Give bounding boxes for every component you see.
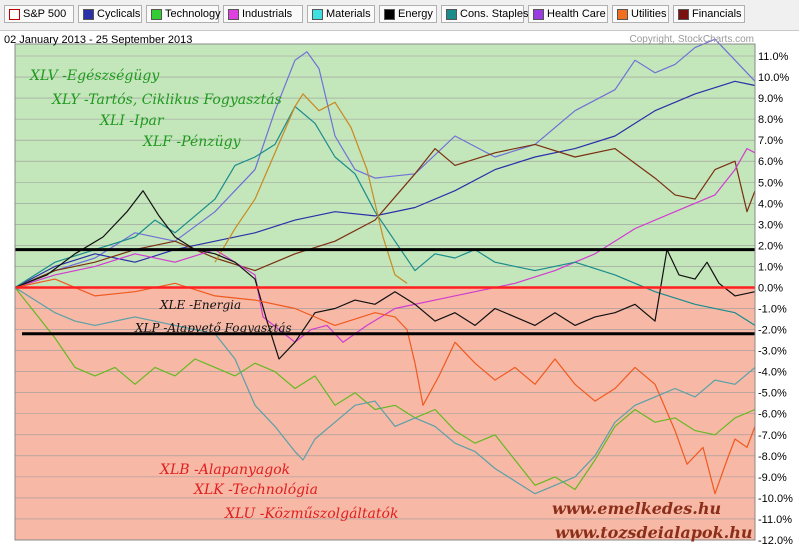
- chart-legend: S&P 500 Cyclicals Technology Industrials Mat…: [0, 0, 799, 31]
- y-tick-label: -1.0%: [758, 304, 787, 316]
- y-tick-label: -7.0%: [758, 430, 787, 442]
- legend-label: Cyclicals: [97, 8, 141, 20]
- y-tick-label: -10.0%: [758, 493, 793, 505]
- y-tick-label: 9.0%: [758, 93, 783, 105]
- legend-swatch: [312, 9, 323, 20]
- y-tick-label: 10.0%: [758, 72, 789, 84]
- legend-label: Energy: [398, 8, 433, 20]
- y-tick-label: 2.0%: [758, 240, 783, 252]
- legend-swatch: [228, 9, 239, 20]
- legend-label: S&P 500: [23, 8, 67, 20]
- series-line-materials: [14, 286, 756, 495]
- legend-swatch: [9, 9, 20, 20]
- legend-label: Industrials: [242, 8, 293, 20]
- y-axis-ticks: 11.0% 10.0% 9.0% 8.0% 7.0% 6.0% 5.0% 4.0% 3.0% 2.…: [758, 51, 793, 545]
- y-tick-label: -3.0%: [758, 346, 787, 358]
- y-tick-label: -8.0%: [758, 451, 787, 463]
- annotation-label: XLU -Közműszolgáltatók: [224, 506, 398, 522]
- series-line-financials: [14, 143, 756, 289]
- y-tick-label: 11.0%: [758, 51, 789, 63]
- positive-region: [15, 44, 755, 288]
- series-line-cyclicals: [14, 80, 756, 289]
- annotation-label: XLI -Ipar: [99, 113, 165, 129]
- y-tick-label: -5.0%: [758, 388, 787, 400]
- y-tick-label: 1.0%: [758, 261, 783, 273]
- annotation-label: XLB -Alapanyagok: [159, 462, 290, 478]
- y-tick-label: -2.0%: [758, 325, 787, 337]
- legend-swatch: [384, 9, 395, 20]
- y-tick-label: -9.0%: [758, 472, 787, 484]
- legend-item-financials[interactable]: Financials: [673, 5, 745, 23]
- legend-label: Financials: [692, 8, 742, 20]
- legend-swatch: [446, 9, 457, 20]
- y-tick-label: 3.0%: [758, 219, 783, 231]
- legend-item-cyclicals[interactable]: Cyclicals: [78, 5, 142, 23]
- legend-item-health-care[interactable]: Health Care: [528, 5, 608, 23]
- series-line-cons-staples: [14, 105, 756, 326]
- series-line-health: [14, 38, 756, 289]
- legend-label: Cons. Staples: [460, 8, 529, 20]
- legend-swatch: [617, 9, 628, 20]
- y-tick-label: -11.0%: [758, 514, 792, 526]
- legend-swatch: [83, 9, 94, 20]
- y-tick-label: 5.0%: [758, 177, 783, 189]
- copyright-text: Copyright, StockCharts.com: [630, 34, 755, 45]
- plot-frame: [14, 43, 756, 541]
- series-line-technology: [14, 287, 756, 491]
- annotation-label: XLE -Energia: [159, 298, 241, 312]
- legend-item-materials[interactable]: Materials: [307, 5, 375, 23]
- y-tick-label: 8.0%: [758, 114, 783, 126]
- legend-label: Utilities: [631, 8, 667, 20]
- y-tick-label: -6.0%: [758, 409, 787, 421]
- legend-item-energy[interactable]: Energy: [379, 5, 437, 23]
- annotation-label: XLY -Tartós, Ciklikus Fogyasztás: [51, 92, 282, 108]
- chart-plot: 11.0% 10.0% 9.0% 8.0% 7.0% 6.0% 5.0% 4.0% 3.0% 2.…: [4, 34, 793, 545]
- legend-item-utilities[interactable]: Utilities: [612, 5, 669, 23]
- legend-item-industrials[interactable]: Industrials: [223, 5, 303, 23]
- series-line-utilities-gold: [214, 93, 408, 284]
- y-tick-label: -4.0%: [758, 367, 787, 379]
- y-tick-label: 0.0%: [758, 282, 783, 294]
- legend-label: Health Care: [547, 8, 606, 20]
- legend-item-cons-staples[interactable]: Cons. Staples: [441, 5, 528, 23]
- series-line-energy: [14, 190, 756, 360]
- annotation-label: www.emelkedes.hu: [552, 499, 721, 518]
- legend-label: Technology: [165, 8, 221, 20]
- reference-lines: [15, 248, 755, 336]
- legend-item-technology[interactable]: Technology: [146, 5, 221, 23]
- annotation-label: www.tozsdeialapok.hu: [555, 523, 752, 542]
- y-tick-label: -12.0%: [758, 535, 793, 545]
- annotation-label: XLK -Technológia: [193, 482, 318, 498]
- annotation-label: XLF -Pénzügy: [142, 134, 242, 150]
- legend-label: Materials: [326, 8, 371, 20]
- annotations: XLV -Egészségügy XLY -Tartós, Ciklikus Fo…: [29, 68, 752, 542]
- legend-swatch: [151, 9, 162, 20]
- annotation-label: XLV -Egészségügy: [29, 68, 160, 84]
- legend-swatch: [533, 9, 544, 20]
- y-tick-label: 4.0%: [758, 198, 783, 210]
- legend-swatch: [678, 9, 689, 20]
- series-line-utilities: [14, 278, 756, 495]
- y-tick-label: 7.0%: [758, 135, 783, 147]
- date-range: 02 January 2013 - 25 September 2013: [4, 34, 192, 46]
- y-tick-label: 6.0%: [758, 156, 783, 168]
- legend-item-s-p-500[interactable]: S&P 500: [4, 5, 74, 23]
- annotation-label: XLP -Alapvető Fogyasztás: [134, 321, 292, 335]
